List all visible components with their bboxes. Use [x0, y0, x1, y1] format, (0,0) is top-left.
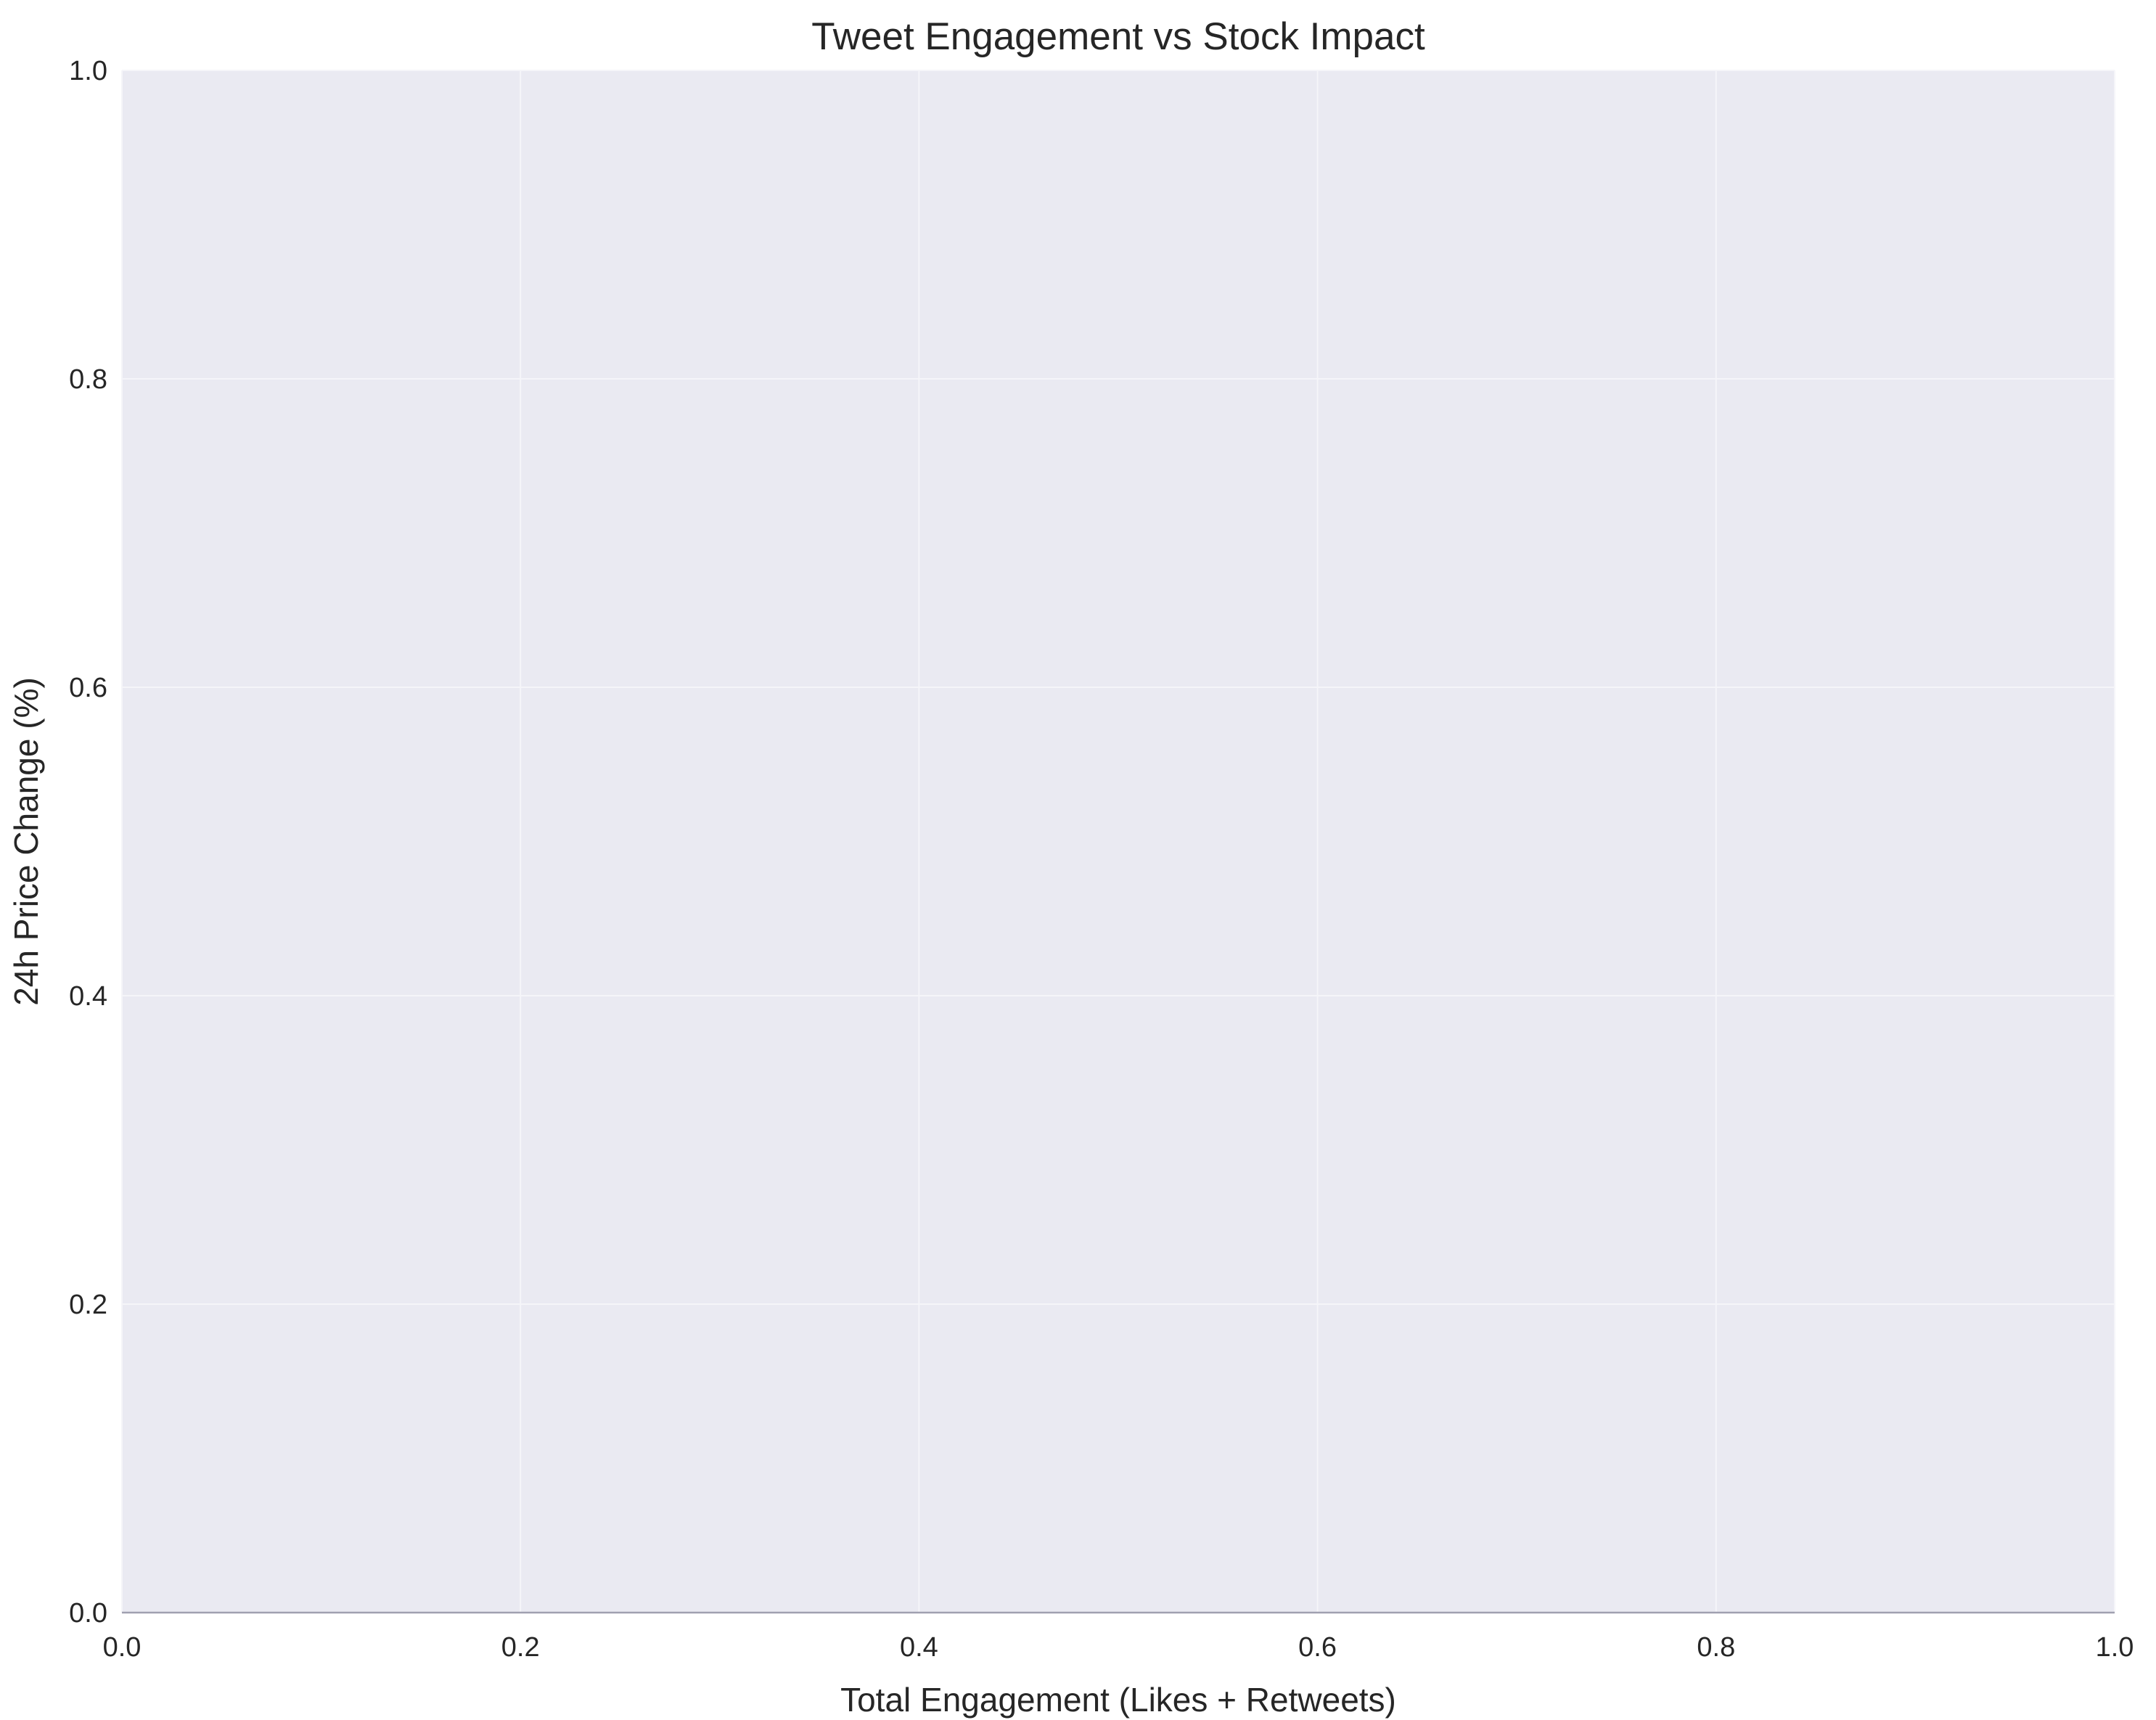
- x-tick-label: 0.8: [1697, 1632, 1735, 1663]
- x-axis-label: Total Engagement (Likes + Retweets): [840, 1681, 1396, 1719]
- plot-area: [121, 70, 2115, 1614]
- plot-background: [122, 70, 2115, 1613]
- x-tick-label: 0.0: [103, 1632, 142, 1663]
- y-tick-label: 0.4: [69, 981, 107, 1012]
- chart-title: Tweet Engagement vs Stock Impact: [811, 15, 1425, 58]
- x-tick-label: 0.6: [1298, 1632, 1337, 1663]
- x-axis-ticks: 0.0 0.2 0.4 0.6 0.8 1.0: [103, 1632, 2134, 1663]
- y-axis-ticks: 0.0 0.2 0.4 0.6 0.8 1.0: [69, 56, 107, 1629]
- x-tick-label: 1.0: [2096, 1632, 2134, 1663]
- x-tick-label: 0.4: [900, 1632, 938, 1663]
- y-tick-label: 0.6: [69, 673, 107, 703]
- x-tick-label: 0.2: [501, 1632, 540, 1663]
- y-tick-label: 0.2: [69, 1290, 107, 1320]
- y-tick-label: 1.0: [69, 56, 107, 86]
- y-tick-label: 0.8: [69, 364, 107, 395]
- y-tick-label: 0.0: [69, 1598, 107, 1629]
- y-axis-label: 24h Price Change (%): [7, 677, 45, 1006]
